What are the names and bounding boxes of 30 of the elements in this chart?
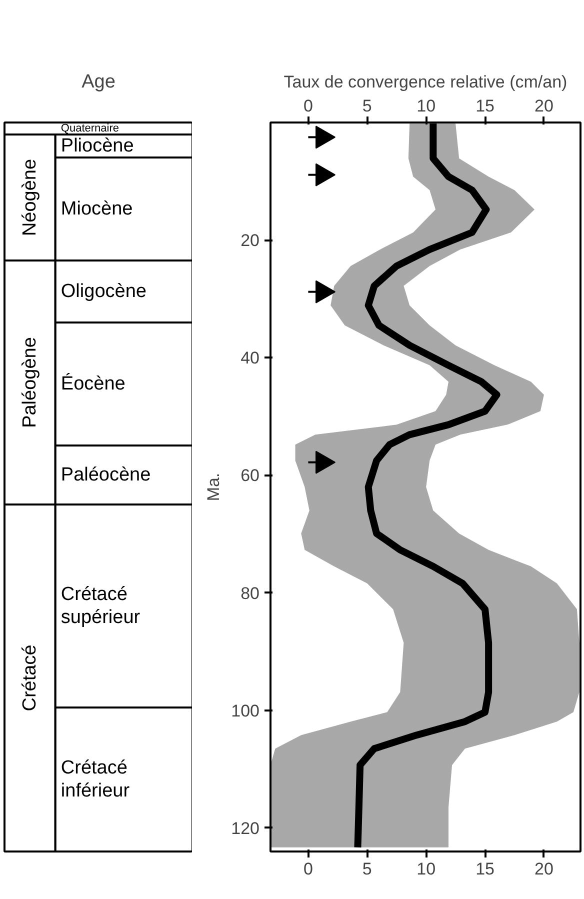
text: Quaternaire <box>60 122 119 134</box>
y-tick-label: 60 <box>240 466 260 486</box>
text: Paléogène <box>19 337 40 428</box>
text: Oligocène <box>60 281 146 302</box>
text: Pliocène <box>60 136 134 156</box>
x2-tick-label: 15 <box>476 860 494 878</box>
x2-tick-label: 20 <box>534 860 554 878</box>
x2-tick-label: 0 <box>303 860 313 878</box>
x2-tick-label: 10 <box>416 860 436 878</box>
text: Miocène <box>60 198 133 220</box>
y-tick-label: 80 <box>240 584 260 603</box>
x-tick-label: 10 <box>416 96 436 116</box>
text: Age <box>82 72 116 92</box>
text: Néogène <box>19 158 40 236</box>
y-tick-label: 100 <box>231 701 260 720</box>
text: Crétacé supérieur <box>60 584 141 628</box>
x-tick-label: 5 <box>362 96 372 116</box>
text: Éocène <box>60 372 126 394</box>
x-tick-label: 20 <box>534 96 554 116</box>
x-tick-label: 15 <box>476 96 494 116</box>
text: Crétacé inférieur <box>60 757 130 802</box>
y-tick-label: 20 <box>240 231 260 250</box>
text: Paléocène <box>60 464 151 486</box>
x2-tick-label: 5 <box>362 860 372 878</box>
x-tick-label: 0 <box>303 96 313 116</box>
x2-axis-title: Taux de convergence relative (cm/an) <box>284 72 568 92</box>
y-tick-label: 120 <box>231 818 260 838</box>
y-tick-label: 40 <box>240 348 260 368</box>
text: Crétacé <box>19 644 40 712</box>
y-axis-title: Ma. <box>204 472 224 502</box>
